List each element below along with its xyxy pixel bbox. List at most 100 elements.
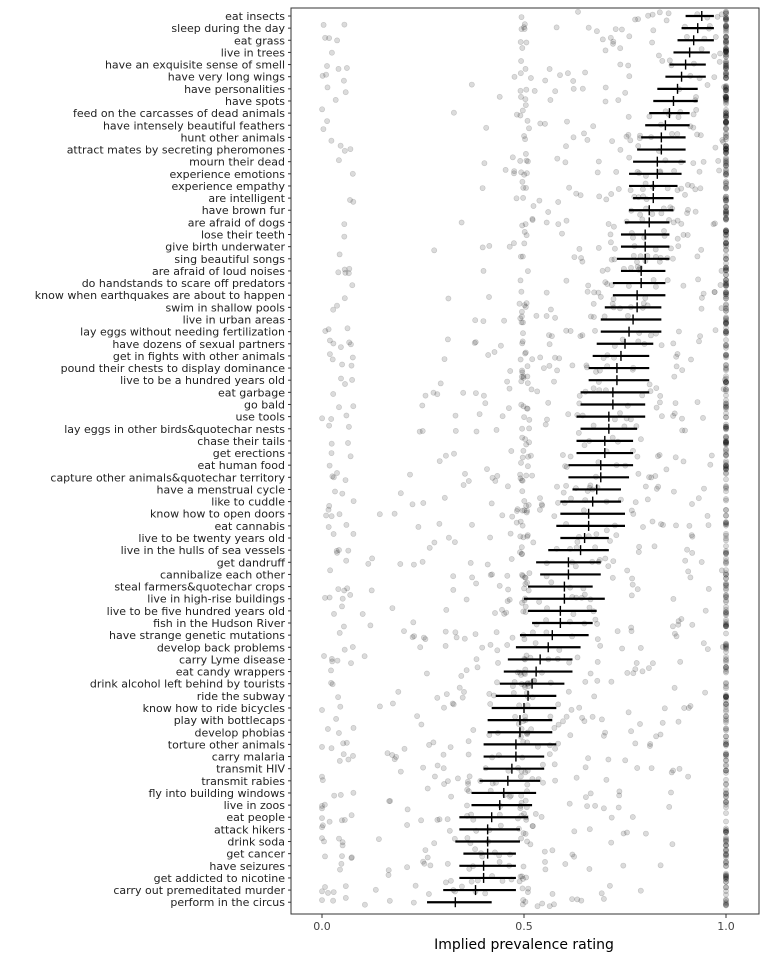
response-point [661,705,668,712]
category-label: have strange genetic mutations [109,629,285,642]
response-point [610,38,617,45]
response-point [723,113,729,119]
response-point [723,379,729,385]
response-point [522,436,529,443]
response-point [519,571,525,578]
response-point [723,196,729,203]
category-label: eat grass [234,34,285,47]
response-point [723,279,729,286]
response-point [528,75,534,81]
response-point [441,704,447,711]
response-point [519,551,525,557]
response-point [337,792,344,798]
response-point [723,231,729,238]
response-point [579,85,586,92]
response-point [723,679,729,686]
response-point [723,558,729,565]
response-point [723,405,729,412]
response-point [520,330,526,337]
response-point [723,884,729,891]
response-point [519,369,526,376]
response-point [723,94,729,100]
response-point [411,633,417,639]
category-label: lose their teeth [201,229,285,242]
response-point [723,352,729,358]
response-point [723,829,729,836]
response-point [723,378,729,385]
response-point [723,277,729,284]
response-point [569,896,575,902]
response-point [634,765,641,771]
response-point [542,421,549,428]
response-point [723,386,729,392]
response-point [723,781,729,788]
response-point [520,534,527,541]
response-point [723,10,729,17]
response-point [338,860,345,867]
response-point [660,522,666,528]
response-point [347,592,354,598]
response-point [589,713,596,720]
response-point [518,550,525,557]
response-point [723,873,729,879]
response-point [723,27,729,34]
response-point [427,862,434,869]
response-point [723,713,729,720]
response-point [723,288,729,295]
response-point [571,828,578,835]
response-point [637,211,643,218]
response-point [723,232,729,239]
response-point [620,862,627,869]
response-point [685,773,691,780]
response-point [417,644,424,651]
response-point [595,158,602,165]
response-point [340,623,347,630]
response-point [723,776,729,783]
response-point [542,120,548,127]
response-point [723,95,729,102]
response-point [708,452,715,459]
response-point [723,16,729,23]
response-point [711,53,718,59]
response-point [546,903,553,909]
response-point [604,281,611,287]
response-point [723,329,729,335]
response-point [723,145,729,152]
response-point [648,765,655,771]
response-point [690,160,697,166]
response-point [649,518,656,525]
response-point [519,425,525,432]
response-point [522,574,528,581]
response-point [723,402,729,409]
response-point [723,290,729,297]
response-point [415,524,422,530]
response-point [496,582,503,589]
category-label: eat candy wrappers [176,666,286,679]
response-point [514,506,521,513]
response-point [637,887,644,894]
response-point [340,740,347,747]
response-point [525,587,532,594]
response-point [723,609,729,616]
response-point [694,131,700,138]
response-point [723,769,729,776]
response-point [702,607,709,614]
response-point [590,422,597,429]
response-point [628,592,635,599]
response-point [339,853,345,859]
response-point [492,610,498,616]
response-point [521,414,527,420]
category-label: live in the hulls of sea vessels [121,544,286,557]
response-point [326,502,333,509]
response-point [443,607,450,613]
response-point [479,644,486,651]
response-point [723,146,729,153]
response-point [723,739,729,746]
response-point [723,790,729,797]
response-point [342,381,348,387]
response-point [336,835,342,842]
response-point [454,775,461,782]
response-point [723,75,729,82]
response-point [489,474,496,481]
response-point [613,168,620,175]
